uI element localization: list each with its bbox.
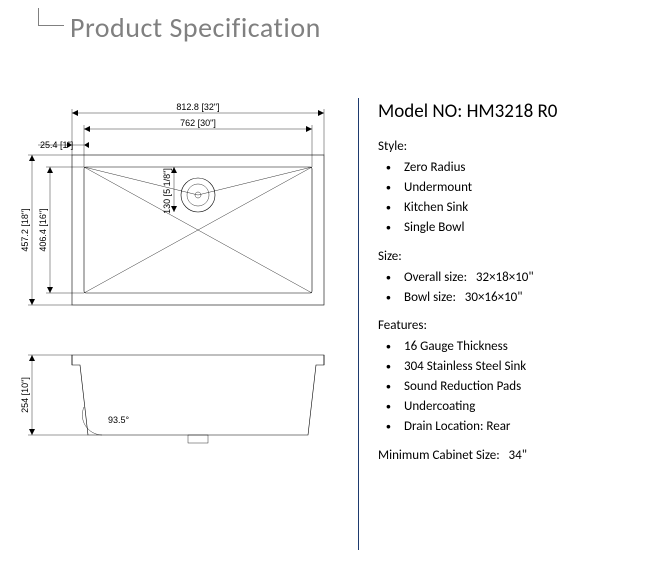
list-item: Single Bowl [404, 218, 638, 238]
style-list: Zero Radius Undermount Kitchen Sink Sing… [378, 158, 638, 239]
size-list: Overall size: 32×18×10" Bowl size: 30×16… [378, 268, 638, 308]
spec-panel: Model NO: HM3218 R0 Style: Zero Radius U… [378, 100, 638, 463]
size-label: Size: [378, 249, 638, 264]
list-item: Overall size: 32×18×10" [404, 268, 638, 288]
size-item-label: Bowl size: [404, 290, 456, 305]
list-item: Undermount [404, 178, 638, 198]
model-number: Model NO: HM3218 R0 [378, 100, 638, 123]
dim-top-outer: 812.8 [32"] [176, 102, 219, 112]
list-item: 16 Gauge Thickness [404, 337, 638, 357]
features-label: Features: [378, 318, 638, 333]
dim-top-inner: 762 [30"] [180, 118, 216, 128]
style-label: Style: [378, 139, 638, 154]
min-cabinet-value: 34" [509, 448, 527, 463]
dim-angle: 93.5° [108, 415, 130, 425]
dim-depth: 254 [10"] [20, 377, 30, 413]
size-item-value: 32×18×10" [476, 270, 534, 285]
list-item: Bowl size: 30×16×10" [404, 288, 638, 308]
size-item-value: 30×16×10" [465, 290, 523, 305]
list-item: Zero Radius [404, 158, 638, 178]
min-cabinet-label: Minimum Cabinet Size: [378, 448, 500, 463]
corner-mark [38, 8, 64, 26]
vertical-divider [358, 98, 359, 550]
list-item: Sound Reduction Pads [404, 377, 638, 397]
dim-left-inner: 406.4 [16"] [38, 208, 48, 251]
list-item: Undercoating [404, 397, 638, 417]
size-item-label: Overall size: [404, 270, 467, 285]
features-list: 16 Gauge Thickness 304 Stainless Steel S… [378, 337, 638, 438]
technical-drawing: 812.8 [32"] 762 [30"] 25.4 [1"] 457.2 [1… [12, 95, 352, 545]
dim-drain: 130 [5 1/8"] [162, 168, 172, 214]
list-item: Kitchen Sink [404, 198, 638, 218]
dim-left-outer: 457.2 [18"] [20, 208, 30, 251]
min-cabinet: Minimum Cabinet Size: 34" [378, 448, 638, 463]
page-title: Product Specification [70, 10, 321, 45]
list-item: 304 Stainless Steel Sink [404, 357, 638, 377]
model-label: Model NO: [378, 100, 462, 123]
list-item: Drain Location: Rear [404, 417, 638, 437]
model-value: HM3218 R0 [467, 100, 558, 123]
